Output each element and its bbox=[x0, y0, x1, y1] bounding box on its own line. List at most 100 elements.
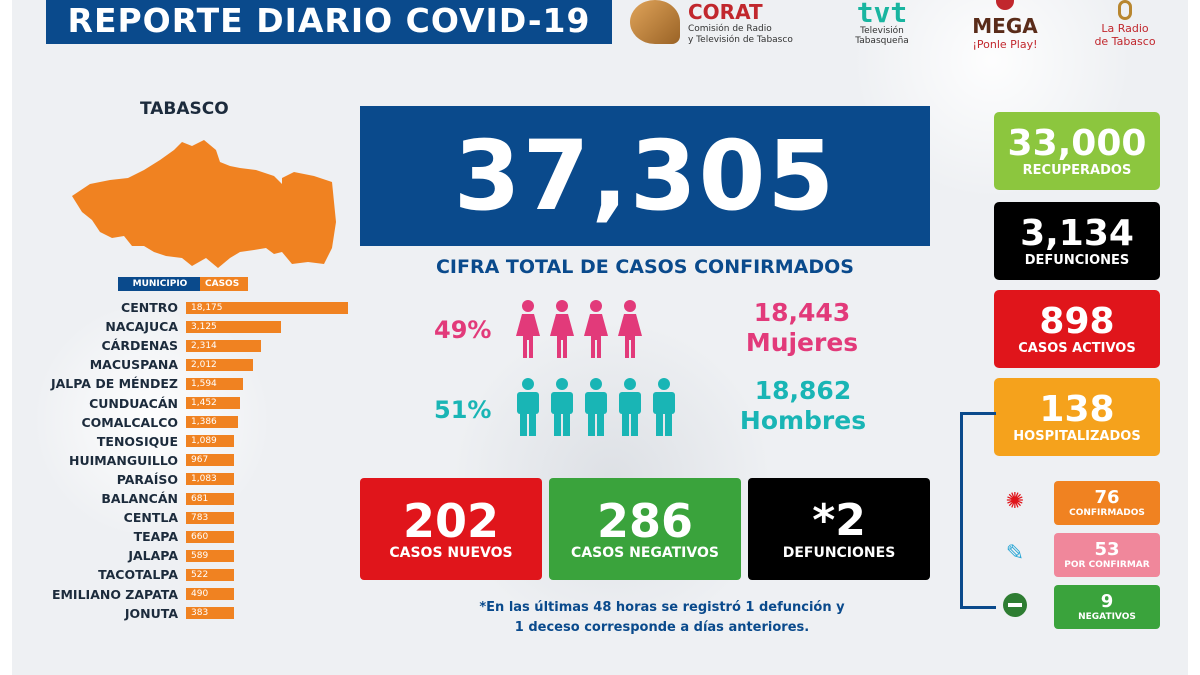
corat-subtitle-2: y Televisión de Tabasco bbox=[688, 35, 793, 45]
tvt-name: tvt bbox=[856, 0, 908, 29]
municipality-row: JONUTA 383 bbox=[32, 605, 234, 622]
man-icon bbox=[619, 378, 641, 436]
municipality-bar: 1,089 bbox=[186, 435, 234, 448]
men-label: Hombres bbox=[739, 406, 867, 435]
municipality-bar: 383 bbox=[186, 607, 234, 620]
men-icons bbox=[514, 378, 678, 436]
municipality-bar: 18,175 bbox=[186, 301, 348, 314]
men-percent: 51% bbox=[434, 396, 492, 424]
corat-logo: CORAT Comisión de Radio y Televisión de … bbox=[630, 0, 820, 46]
women-stat: 18,443 Mujeres bbox=[732, 298, 872, 358]
municipality-row: NACAJUCA 3,125 bbox=[32, 318, 281, 335]
casos-header: CASOS bbox=[200, 277, 248, 291]
recovered-value: 33,000 bbox=[1007, 122, 1147, 164]
corat-name: CORAT bbox=[688, 0, 763, 24]
municipality-row: TENOSIQUE 1,089 bbox=[32, 433, 234, 450]
total-cases-label: CIFRA TOTAL DE CASOS CONFIRMADOS bbox=[435, 256, 854, 278]
municipality-row: HUIMANGUILLO 967 bbox=[32, 452, 234, 469]
daily-deaths-card: *2 DEFUNCIONES bbox=[748, 478, 930, 580]
municipality-row: PARAÍSO 1,083 bbox=[32, 471, 234, 488]
municipality-name: CENTRO bbox=[121, 300, 178, 315]
woman-icon bbox=[584, 300, 608, 358]
women-label: Mujeres bbox=[745, 328, 859, 357]
daily-deaths-label: DEFUNCIONES bbox=[782, 545, 896, 561]
municipality-bar: 1,452 bbox=[186, 397, 240, 409]
new-cases-label: CASOS NUEVOS bbox=[389, 545, 513, 561]
municipality-row: JALPA DE MÉNDEZ 1,594 bbox=[32, 375, 244, 392]
hospitalized-value: 138 bbox=[1039, 388, 1115, 430]
negative-cases-card: 286 CASOS NEGATIVOS bbox=[549, 478, 741, 580]
municipality-bar: 1,594 bbox=[186, 377, 244, 390]
mega-emblem-icon bbox=[996, 0, 1014, 10]
municipality-bar: 1,083 bbox=[186, 473, 234, 486]
tabasco-map-shape bbox=[72, 140, 336, 268]
municipality-row: MACUSPANA 2,012 bbox=[32, 356, 254, 373]
new-cases-card: 202 CASOS NUEVOS bbox=[360, 478, 542, 580]
man-icon bbox=[517, 378, 539, 436]
hosp-confirmed-card: 76 CONFIRMADOS bbox=[1054, 481, 1160, 525]
tabasco-map bbox=[72, 140, 336, 268]
mega-subtitle: ¡Ponle Play! bbox=[972, 38, 1038, 51]
total-deaths-card: 3,134 DEFUNCIONES bbox=[994, 202, 1160, 280]
women-icons bbox=[514, 300, 644, 358]
corat-subtitle-1: Comisión de Radio bbox=[688, 24, 772, 34]
municipality-name: BALANCÁN bbox=[101, 491, 178, 506]
minus-circle-icon bbox=[1000, 590, 1030, 620]
municipality-name: JALAPA bbox=[128, 548, 178, 564]
women-percent: 49% bbox=[434, 316, 492, 344]
municipality-name: HUIMANGUILLO bbox=[68, 452, 178, 468]
man-icon bbox=[585, 378, 607, 436]
municipality-bar: 3,125 bbox=[186, 320, 281, 333]
municipality-row: COMALCALCO 1,386 bbox=[32, 414, 239, 431]
municipality-name: EMILIANO ZAPATA bbox=[51, 586, 178, 602]
municipality-row: TACOTALPA 522 bbox=[32, 566, 234, 583]
municipality-bar: 1,386 bbox=[186, 416, 239, 429]
recovered-card: 33,000 RECUPERADOS bbox=[994, 112, 1160, 190]
hosp-negative-label: NEGATIVOS bbox=[1078, 612, 1136, 622]
municipality-bar: 2,314 bbox=[186, 339, 261, 352]
municipality-name: CÁRDENAS bbox=[101, 338, 178, 354]
municipality-row: JALAPA 589 bbox=[32, 547, 234, 564]
hosp-negative-card: 9 NEGATIVOS bbox=[1054, 585, 1160, 629]
man-icon bbox=[653, 378, 675, 436]
corat-emblem-icon bbox=[630, 0, 680, 44]
microphone-icon bbox=[1118, 0, 1132, 20]
men-stat: 18,862 Hombres bbox=[728, 376, 878, 436]
total-deaths-label: DEFUNCIONES bbox=[1024, 252, 1130, 268]
municipality-bar: 783 bbox=[186, 511, 234, 524]
total-cases-value: 37,305 bbox=[360, 106, 930, 246]
municipality-name: TACOTALPA bbox=[98, 567, 178, 583]
tvt-subtitle-2: Tabasqueña bbox=[855, 36, 909, 46]
municipality-name: CUNDUACÁN bbox=[89, 395, 178, 411]
municipality-row: TEAPA 660 bbox=[32, 528, 234, 545]
men-count: 18,862 bbox=[754, 376, 852, 405]
virus-icon: ✺ bbox=[1005, 488, 1025, 514]
hosp-confirmed-value: 76 bbox=[1094, 487, 1120, 508]
active-cases-card: 898 CASOS ACTIVOS bbox=[994, 290, 1160, 368]
woman-icon bbox=[516, 300, 540, 358]
radio-subtitle-2: de Tabasco bbox=[1094, 35, 1156, 48]
municipality-bar: 967 bbox=[186, 454, 234, 467]
hosp-pending-card: 53 POR CONFIRMAR bbox=[1054, 533, 1160, 577]
tree-branch bbox=[960, 412, 996, 415]
municipality-name: TEAPA bbox=[133, 529, 178, 545]
negative-cases-value: 286 bbox=[596, 494, 694, 548]
tvt-subtitle-1: Televisión bbox=[860, 26, 904, 36]
infographic: REPORTE DIARIO COVID-19 CORAT Comisión d… bbox=[12, 0, 1188, 675]
hosp-confirmed-label: CONFIRMADOS bbox=[1069, 508, 1145, 518]
mega-logo: MEGA ¡Ponle Play! bbox=[960, 0, 1050, 51]
municipio-header: MUNICIPIO bbox=[118, 277, 202, 291]
municipality-bar: 589 bbox=[186, 549, 234, 562]
hospitalized-card: 138 HOSPITALIZADOS bbox=[994, 378, 1160, 456]
municipality-row: BALANCÁN 681 bbox=[32, 490, 234, 507]
municipality-bar: 490 bbox=[186, 588, 234, 600]
municipality-name: TENOSIQUE bbox=[96, 433, 178, 449]
municipality-bar: 2,012 bbox=[186, 358, 254, 371]
mega-name: MEGA bbox=[972, 14, 1038, 38]
hosp-pending-label: POR CONFIRMAR bbox=[1064, 560, 1150, 570]
municipality-name: CENTLA bbox=[123, 510, 178, 526]
total-deaths-value: 3,134 bbox=[1020, 212, 1134, 254]
hospitalized-tree-line bbox=[960, 412, 994, 608]
municipality-row: CUNDUACÁN 1,452 bbox=[32, 395, 240, 412]
municipality-name: JALPA DE MÉNDEZ bbox=[50, 376, 178, 392]
